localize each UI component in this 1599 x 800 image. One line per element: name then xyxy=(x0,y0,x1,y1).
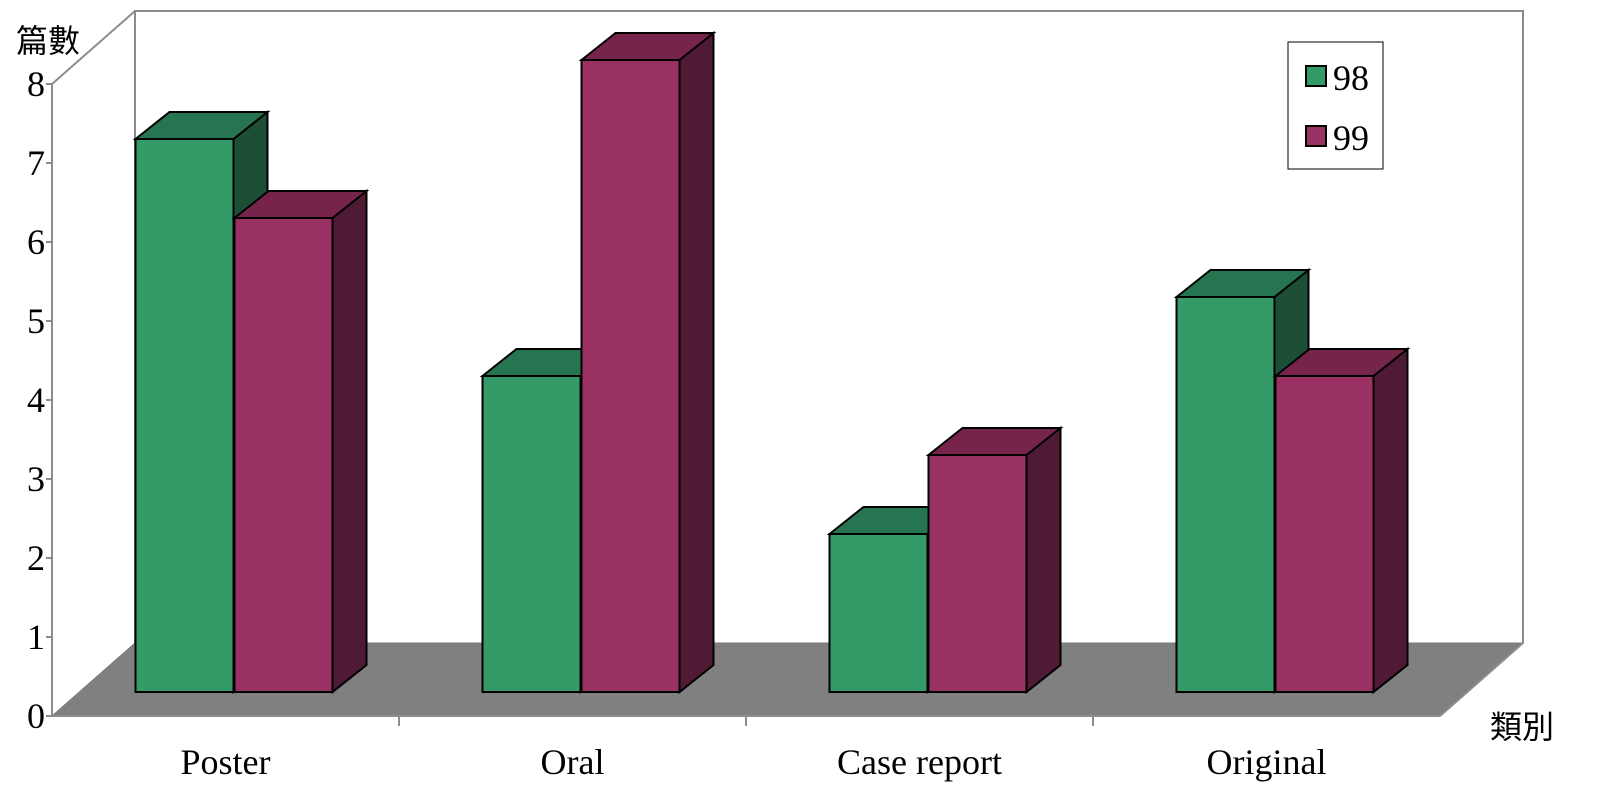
legend: 98 99 xyxy=(1287,41,1384,170)
y-tick-label: 6 xyxy=(27,222,45,262)
bar-front xyxy=(927,454,1028,693)
legend-label: 99 xyxy=(1333,118,1369,158)
y-tick-label: 1 xyxy=(27,617,45,657)
bar-99-poster xyxy=(231,188,370,695)
bar-99-case-report xyxy=(925,425,1064,695)
y-tick-label: 0 xyxy=(27,696,45,736)
bar-front xyxy=(233,217,334,693)
category-labels: Poster Oral Case report Original xyxy=(181,716,1327,782)
y-tick-label: 7 xyxy=(27,143,45,183)
bar-front xyxy=(1274,375,1375,693)
side-wall-top-edge xyxy=(51,10,136,85)
bar-front xyxy=(134,138,235,693)
x-axis-label: 類別 xyxy=(1490,708,1554,746)
bar-front xyxy=(828,533,929,693)
floor-right-edge xyxy=(1439,642,1524,717)
bar-side xyxy=(331,188,368,695)
bar-99-original xyxy=(1272,346,1411,695)
bar-99-oral xyxy=(578,30,717,695)
bars xyxy=(132,30,1411,695)
category-label: Oral xyxy=(541,742,605,782)
bar-side xyxy=(1025,425,1062,695)
chart-floor xyxy=(50,642,1525,717)
y-tick-labels: 0 1 2 3 4 5 6 7 8 xyxy=(27,64,52,736)
bar-side xyxy=(678,30,715,695)
legend-swatch xyxy=(1305,125,1327,147)
legend-label: 98 xyxy=(1333,58,1369,98)
y-tick-label: 2 xyxy=(27,538,45,578)
legend-swatch xyxy=(1305,65,1327,87)
category-label: Poster xyxy=(181,742,271,782)
bar-front xyxy=(481,375,582,693)
y-tick-label: 5 xyxy=(27,301,45,341)
bar-front xyxy=(1175,296,1276,693)
category-label: Case report xyxy=(837,742,1002,782)
bar-front xyxy=(580,59,681,693)
legend-box xyxy=(1287,41,1384,170)
y-tick-label: 3 xyxy=(27,459,45,499)
y-axis-label: 篇數 xyxy=(16,22,80,60)
category-label: Original xyxy=(1207,742,1327,782)
y-tick-label: 8 xyxy=(27,64,45,104)
bar-side xyxy=(1372,346,1409,695)
y-tick-label: 4 xyxy=(27,380,45,420)
